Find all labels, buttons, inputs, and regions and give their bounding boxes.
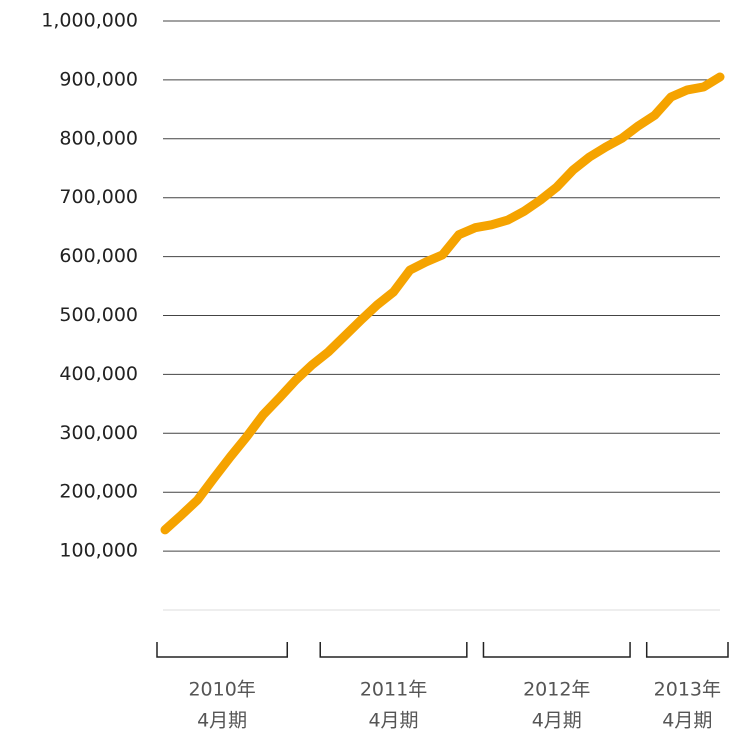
period-label: 2010年 bbox=[188, 679, 255, 701]
period-label: 2013年 bbox=[654, 679, 721, 701]
period-label: 2011年 bbox=[360, 679, 427, 701]
data-line bbox=[160, 72, 725, 535]
y-tick-label: 600,000 bbox=[59, 245, 138, 267]
period-label: 4月期 bbox=[532, 710, 582, 732]
period-label: 4月期 bbox=[197, 710, 247, 732]
period-label: 4月期 bbox=[368, 710, 418, 732]
period-bracket bbox=[319, 642, 468, 658]
y-tick-label: 1,000,000 bbox=[41, 10, 138, 32]
y-tick-label: 400,000 bbox=[59, 363, 138, 385]
y-tick-label: 300,000 bbox=[59, 422, 138, 444]
period-bracket bbox=[482, 642, 631, 658]
period-bracket bbox=[156, 642, 289, 658]
y-tick-label: 800,000 bbox=[59, 127, 138, 149]
y-tick-label: 700,000 bbox=[59, 186, 138, 208]
y-tick-label: 200,000 bbox=[59, 481, 138, 503]
period-label: 4月期 bbox=[662, 710, 712, 732]
y-tick-label: 500,000 bbox=[59, 304, 138, 326]
period-bracket bbox=[645, 642, 729, 658]
period-label: 2012年 bbox=[523, 679, 590, 701]
y-tick-label: 100,000 bbox=[59, 540, 138, 562]
y-tick-label: 900,000 bbox=[59, 68, 138, 90]
